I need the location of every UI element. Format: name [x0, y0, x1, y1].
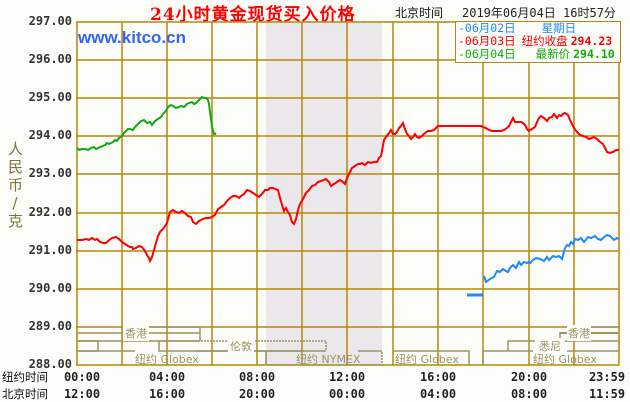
- legend-value: 294.23: [570, 34, 613, 48]
- series-06-03: [77, 111, 619, 264]
- y-tick: 296.00: [28, 52, 72, 66]
- session-ny-nymex: 纽约 NYMEX: [296, 353, 361, 366]
- session-sydney: 悉尼: [538, 338, 562, 354]
- y-tick: 295.00: [28, 90, 72, 104]
- x-tick-bj: 08:00: [510, 387, 548, 401]
- x-tick-bj: 11:59: [588, 387, 626, 401]
- x-tick-ny: 04:00: [148, 370, 186, 384]
- session-ny-globex: 纽约 Globex: [395, 353, 459, 366]
- watermark-kitco[interactable]: www.kitco.cn: [78, 28, 187, 47]
- legend-label: 星期日: [541, 21, 577, 35]
- y-tick: 291.00: [28, 243, 72, 257]
- x-tick-bj: 20:00: [238, 387, 276, 401]
- legend-item-0602: -06月02日 星期日: [458, 22, 576, 35]
- legend-label: 最新价: [535, 47, 571, 61]
- x-tick-ny: 16:00: [419, 370, 457, 384]
- y-tick: 292.00: [28, 205, 72, 219]
- chart-title: 24小时黄金现货买入价格: [150, 5, 356, 25]
- y-tick: 288.00: [28, 357, 72, 371]
- y-tick: 297.00: [28, 14, 72, 28]
- legend-box: -06月02日 星期日 -06月03日 纽约收盘 294.23 -06月04日 最新价 2…: [455, 21, 621, 63]
- v-gridlines: [76, 22, 620, 365]
- legend-date: -06月02日: [458, 21, 516, 35]
- session-hongkong: 香港: [123, 325, 149, 341]
- session-ny-globex: 纽约 Globex: [135, 353, 199, 366]
- session-hongkong: 香港: [567, 325, 591, 341]
- x-tick-ny: 00:00: [63, 370, 101, 384]
- y-axis-label-char: /: [12, 194, 18, 212]
- legend-date: -06月04日: [458, 47, 516, 61]
- timestamp: 2019年06月04日 16时57分: [462, 6, 616, 20]
- y-axis-label-char: 克: [8, 212, 24, 230]
- y-axis-label: 人 民 币 / 克: [8, 140, 24, 230]
- series-06-02: [483, 233, 620, 284]
- session-ny-globex: 纽约 Globex: [533, 353, 597, 366]
- y-axis-label-char: 人: [8, 140, 24, 158]
- legend-date: -06月03日: [458, 34, 516, 48]
- bj-time-row-label: 北京时间: [2, 387, 48, 401]
- y-tick: 294.00: [28, 128, 72, 142]
- ny-time-row-label: 纽约时间: [2, 370, 48, 384]
- beijing-time-label: 北京时间: [395, 6, 444, 20]
- legend-item-0603: -06月03日 纽约收盘 294.23: [458, 35, 612, 48]
- x-tick-bj: 00:00: [328, 387, 366, 401]
- session-bars: [77, 326, 619, 366]
- y-tick: 289.00: [28, 319, 72, 333]
- series-06-04: [76, 95, 217, 152]
- x-tick-bj: 16:00: [148, 387, 186, 401]
- x-tick-ny: 12:00: [328, 370, 366, 384]
- y-tick: 293.00: [28, 166, 72, 180]
- legend-label: 纽约收盘: [521, 34, 568, 48]
- nymex-shade: [266, 22, 382, 365]
- y-axis-label-char: 民: [8, 158, 24, 176]
- y-axis-label-char: 币: [8, 176, 24, 194]
- legend-value: 294.10: [573, 47, 615, 61]
- y-tick: 290.00: [28, 281, 72, 295]
- session-london: 伦敦: [228, 338, 254, 354]
- x-tick-bj: 04:00: [419, 387, 457, 401]
- legend-item-0604: -06月04日 最新价 294.10: [458, 48, 615, 61]
- x-tick-ny: 23:59: [588, 370, 626, 384]
- x-tick-ny: 08:00: [238, 370, 276, 384]
- x-tick-bj: 12:00: [63, 387, 101, 401]
- x-tick-ny: 20:00: [510, 370, 548, 384]
